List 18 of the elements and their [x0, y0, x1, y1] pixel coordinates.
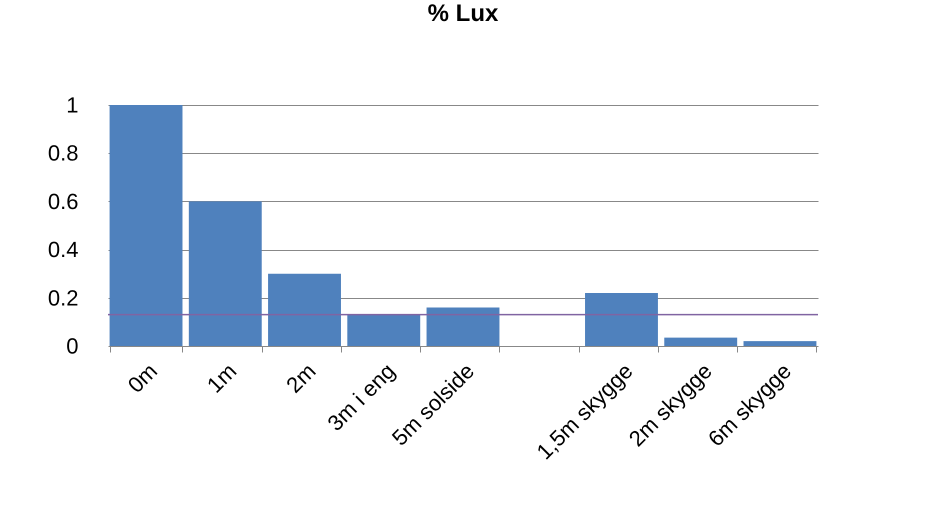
x-tick-label: 1m: [202, 358, 242, 398]
y-tick-label: 0.8: [48, 140, 78, 166]
bar: [110, 105, 182, 346]
bar: [744, 341, 816, 346]
y-tick-label: 0.2: [48, 285, 78, 310]
x-tick-label: 0m: [122, 358, 162, 398]
y-tick-label: 0: [66, 334, 78, 358]
y-tick-label: 0.4: [48, 237, 78, 262]
bar: [188, 201, 262, 346]
bar: [664, 338, 738, 346]
chart-title: % Lux: [428, 0, 499, 27]
bar: [585, 292, 658, 346]
y-tick-label: 1: [66, 92, 78, 118]
bar: [347, 314, 420, 346]
bar: [426, 307, 500, 346]
bar: [268, 274, 341, 346]
y-tick-label: 0.6: [48, 188, 78, 214]
x-tick-label: 2m: [281, 358, 321, 398]
